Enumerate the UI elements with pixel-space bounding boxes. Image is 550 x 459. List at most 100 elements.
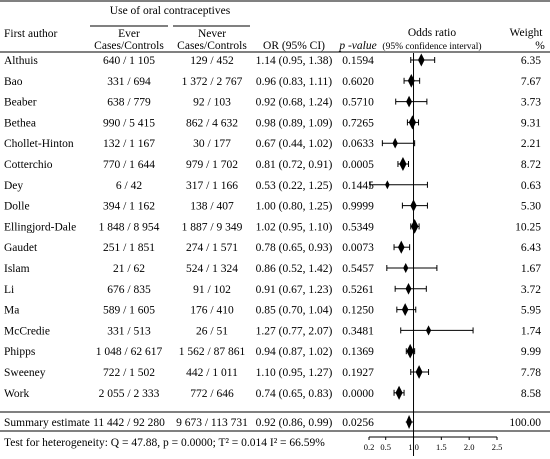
p-value: 0.9999 bbox=[342, 201, 374, 213]
table-row: Li 676 / 835 91 / 102 0.91 (0.67, 1.23) 0.52… bbox=[4, 284, 541, 296]
or-ci-value: 0.85 (0.70, 1.04) bbox=[256, 305, 333, 317]
header-ever: Ever bbox=[118, 28, 140, 40]
ever-cases-controls: 638 / 779 bbox=[107, 97, 151, 109]
never-cases-controls: 1 887 / 9 349 bbox=[182, 221, 243, 233]
never-cases-controls: 862 / 4 632 bbox=[186, 117, 238, 129]
never-cases-controls: 9 673 / 113 731 bbox=[176, 417, 248, 429]
never-cases-controls: 92 / 103 bbox=[193, 97, 231, 109]
author-name: Islam bbox=[4, 263, 30, 275]
author-name: Work bbox=[4, 388, 30, 400]
ever-cases-controls: 394 / 1 162 bbox=[103, 201, 155, 213]
ever-cases-controls: 770 / 1 644 bbox=[103, 159, 155, 171]
or-ci-value: 0.81 (0.72, 0.91) bbox=[256, 159, 333, 171]
study-diamond bbox=[392, 137, 398, 149]
ever-cases-controls: 2 055 / 2 333 bbox=[99, 388, 160, 400]
table-row: Work 2 055 / 2 333 772 / 646 0.74 (0.65, 0.… bbox=[4, 388, 541, 400]
ever-cases-controls: 251 / 1 851 bbox=[103, 242, 155, 254]
ever-cases-controls: 1 048 / 62 617 bbox=[96, 346, 163, 358]
summary-row: Summary estimate 11 442 / 92 280 9 673 / 1… bbox=[4, 417, 541, 429]
table-row: Chollet-Hinton 132 / 1 167 30 / 177 0.67 (0… bbox=[4, 138, 541, 150]
table-row: Cotterchio 770 / 1 644 979 / 1 702 0.81 (0.… bbox=[4, 159, 541, 171]
author-name: Dolle bbox=[4, 201, 30, 213]
p-value: 0.0005 bbox=[342, 159, 374, 171]
author-name: Ellingjord-Dale bbox=[4, 221, 76, 233]
p-value: 0.5710 bbox=[342, 97, 374, 109]
or-ci-value: 0.96 (0.83, 1.11) bbox=[256, 76, 332, 88]
p-value: 0.7265 bbox=[342, 117, 374, 129]
header-group-title: Use of oral contraceptives bbox=[110, 5, 231, 17]
p-value: 0.0073 bbox=[342, 242, 374, 254]
x-tick-label: 1.5 bbox=[436, 442, 447, 452]
study-diamond bbox=[406, 343, 414, 359]
weight-value: 8.72 bbox=[521, 159, 541, 171]
or-ci-value: 0.53 (0.22, 1.25) bbox=[256, 180, 333, 192]
ever-cases-controls: 1 848 / 8 954 bbox=[99, 221, 160, 233]
p-value: 0.0000 bbox=[342, 388, 374, 400]
header-first-author: First author bbox=[4, 28, 58, 40]
weight-value: 0.63 bbox=[521, 180, 541, 192]
table-row: Bethea 990 / 5 415 862 / 4 632 0.98 (0.89, … bbox=[4, 117, 541, 129]
author-name: McCredie bbox=[4, 325, 50, 337]
ever-cases-controls: 331 / 694 bbox=[107, 76, 151, 88]
author-name: Bao bbox=[4, 76, 23, 88]
study-diamond bbox=[418, 53, 425, 67]
header-ci: (95% confidence interval) bbox=[382, 41, 481, 52]
odds-ratio-plot bbox=[369, 53, 474, 429]
study-diamond bbox=[397, 240, 405, 254]
study-diamond bbox=[399, 156, 407, 172]
header-cases-controls-never: Cases/Controls bbox=[177, 40, 247, 52]
table-row: Ma 589 / 1 605 176 / 410 0.85 (0.70, 1.04) 0… bbox=[4, 305, 541, 317]
weight-value: 7.67 bbox=[521, 76, 541, 88]
study-diamond bbox=[403, 262, 409, 274]
study-diamond bbox=[385, 180, 390, 190]
never-cases-controls: 30 / 177 bbox=[193, 138, 231, 150]
or-ci-value: 0.98 (0.89, 1.09) bbox=[256, 117, 333, 129]
weight-value: 3.73 bbox=[521, 97, 541, 109]
study-diamond bbox=[395, 385, 403, 400]
table-row: Dey 6 / 42 317 / 1 166 0.53 (0.22, 1.25) 0.1… bbox=[4, 180, 541, 192]
weight-value: 9.31 bbox=[521, 117, 541, 129]
ever-cases-controls: 6 / 42 bbox=[116, 180, 142, 192]
weight-value: 2.21 bbox=[521, 138, 541, 150]
ever-cases-controls: 640 / 1 105 bbox=[103, 55, 155, 67]
or-ci-value: 0.94 (0.87, 1.02) bbox=[256, 346, 333, 358]
weight-value: 7.78 bbox=[521, 367, 541, 379]
header-weight-unit: % bbox=[535, 40, 545, 52]
table-row: Gaudet 251 / 1 851 274 / 1 571 0.78 (0.65, … bbox=[4, 242, 541, 254]
x-tick-label: 0.2 bbox=[364, 442, 375, 452]
or-ci-value: 1.02 (0.95, 1.10) bbox=[256, 221, 333, 233]
author-name: Beaber bbox=[4, 97, 37, 109]
author-name: Summary estimate bbox=[4, 417, 90, 429]
or-ci-value: 0.92 (0.86, 0.99) bbox=[256, 417, 333, 429]
x-tick-label: 2.0 bbox=[464, 442, 475, 452]
weight-value: 5.30 bbox=[521, 201, 541, 213]
ever-cases-controls: 21 / 62 bbox=[113, 263, 145, 275]
heterogeneity-test: Test for heterogeneity: Q = 47.88, p = 0… bbox=[4, 437, 325, 449]
study-diamond bbox=[415, 365, 423, 379]
author-name: Sweeney bbox=[4, 367, 46, 379]
author-name: Chollet-Hinton bbox=[4, 138, 74, 150]
p-value: 0.5261 bbox=[342, 284, 374, 296]
weight-value: 3.72 bbox=[521, 284, 541, 296]
p-value: 0.1445 bbox=[342, 180, 374, 192]
weight-value: 9.99 bbox=[521, 346, 541, 358]
header-weight: Weight bbox=[510, 27, 544, 39]
table-row: Islam 21 / 62 524 / 1 324 0.86 (0.52, 1.42)… bbox=[4, 263, 541, 275]
study-diamond bbox=[406, 95, 413, 108]
header-odds-ratio: Odds ratio bbox=[408, 27, 456, 39]
p-value: 0.3481 bbox=[342, 325, 374, 337]
or-ci-value: 1.10 (0.95, 1.27) bbox=[256, 367, 333, 379]
summary-diamond bbox=[406, 415, 413, 429]
never-cases-controls: 317 / 1 166 bbox=[186, 180, 238, 192]
or-ci-value: 0.91 (0.67, 1.23) bbox=[256, 284, 333, 296]
x-tick-label: 0.5 bbox=[380, 442, 391, 452]
table-row: McCredie 331 / 513 26 / 51 1.27 (0.77, 2.07… bbox=[4, 325, 541, 337]
author-name: Gaudet bbox=[4, 242, 38, 254]
table-row: Bao 331 / 694 1 372 / 2 767 0.96 (0.83, 1.1… bbox=[4, 76, 541, 88]
ever-cases-controls: 990 / 5 415 bbox=[103, 117, 155, 129]
table-row: Dolle 394 / 1 162 138 / 407 1.00 (0.80, 1.2… bbox=[4, 201, 541, 213]
table-row: Althuis 640 / 1 105 129 / 452 1.14 (0.95, 1… bbox=[4, 55, 541, 67]
header-cases-controls-ever: Cases/Controls bbox=[94, 40, 164, 52]
weight-value: 10.25 bbox=[515, 221, 541, 233]
